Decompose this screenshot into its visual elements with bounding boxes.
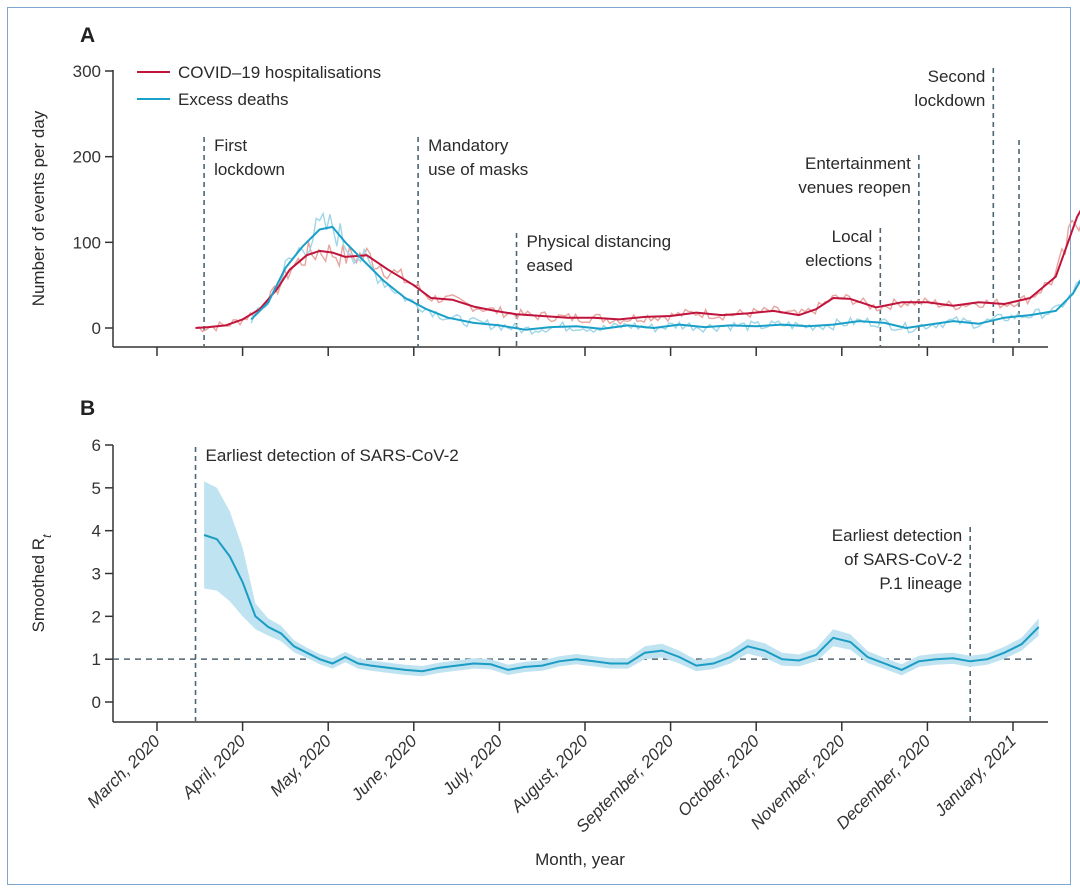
x-axis-title: Month, year (535, 850, 625, 869)
event-annotation: Mandatory (428, 136, 509, 155)
y-tick-label: 100 (73, 233, 101, 252)
event-annotation: Physical distancing (527, 232, 672, 251)
panel-label-B: B (80, 397, 95, 420)
legend-label: COVID–19 hospitalisations (178, 63, 381, 82)
y-tick-label: 300 (73, 62, 101, 81)
x-tick-label: August, 2020 (507, 731, 592, 816)
event-annotation: lockdown (914, 91, 985, 110)
y-tick-label: 2 (92, 607, 101, 626)
event-annotation: use of masks (428, 160, 528, 179)
y-tick-label: 200 (73, 148, 101, 167)
confidence-band (204, 481, 1039, 677)
event-annotation: Entertainment (805, 154, 911, 173)
event-annotation: of SARS-CoV-2 (844, 550, 962, 569)
x-tick-label: January, 2021 (930, 731, 1019, 820)
event-annotation: lockdown (214, 160, 285, 179)
y-tick-label: 1 (92, 650, 101, 669)
series-line-hospitalisations (195, 209, 1080, 329)
x-tick-label: October, 2020 (674, 731, 763, 820)
x-tick-label: March, 2020 (84, 731, 165, 812)
y-axis-title: Number of events per day (29, 110, 48, 306)
series-line-rt (203, 534, 1040, 673)
event-annotation: P.1 lineage (879, 574, 962, 593)
x-tick-label: May, 2020 (266, 731, 335, 800)
x-tick-label: June, 2020 (347, 731, 421, 805)
x-tick-label: July, 2020 (438, 731, 506, 799)
raw-series-excess-deaths (250, 211, 1080, 336)
legend-label: Excess deaths (178, 90, 289, 109)
event-annotation: Second (928, 67, 986, 86)
y-tick-label: 4 (92, 522, 101, 541)
y-tick-label: 5 (92, 479, 101, 498)
x-tick-label: December, 2020 (833, 731, 935, 833)
event-annotation: Local (832, 227, 873, 246)
event-annotation: Earliest detection of SARS-CoV-2 (206, 446, 459, 465)
series-line-excess-deaths (250, 225, 1080, 331)
x-tick-label: April, 2020 (178, 731, 250, 803)
event-annotation: elections (805, 251, 872, 270)
y-tick-label: 6 (92, 436, 101, 455)
event-annotation: venues reopen (798, 178, 910, 197)
event-annotation: eased (527, 256, 573, 275)
y-axis-title: Smoothed Rt (29, 534, 54, 633)
panel-label-A: A (80, 24, 95, 47)
y-tick-label: 0 (92, 693, 101, 712)
event-annotation: Earliest detection (832, 526, 962, 545)
y-axis-title-subscript: t (40, 534, 54, 538)
y-tick-label: 0 (92, 319, 101, 338)
figure-frame (7, 7, 1071, 885)
event-annotation: First (214, 136, 247, 155)
y-tick-label: 3 (92, 565, 101, 584)
